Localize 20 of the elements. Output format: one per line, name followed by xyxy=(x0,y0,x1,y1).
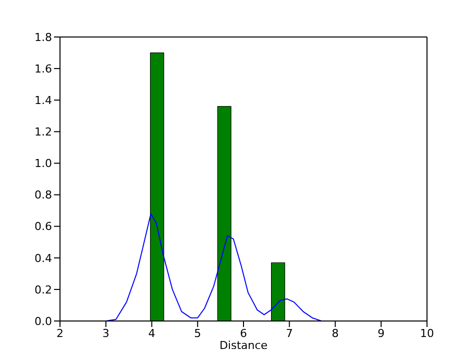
y-tick-label: 1.2 xyxy=(34,126,52,139)
x-tick-label: 5 xyxy=(194,326,202,340)
x-tick-label: 9 xyxy=(378,326,385,340)
y-tick-label: 1.4 xyxy=(34,94,52,108)
y-tick-label: 0.4 xyxy=(34,252,52,265)
x-tick-label: 2 xyxy=(56,326,64,340)
x-tick-label: 6 xyxy=(240,326,247,340)
y-tick-label: 0.6 xyxy=(34,220,52,234)
y-tick-label: 0.2 xyxy=(34,283,52,296)
y-tick-label: 0.0 xyxy=(34,314,52,328)
x-tick-label: 10 xyxy=(420,326,434,340)
y-tick-label: 1.8 xyxy=(34,30,52,44)
x-axis-title: Distance xyxy=(219,339,268,352)
x-tick-label: 7 xyxy=(286,326,293,340)
x-tick-label: 8 xyxy=(332,326,339,340)
x-tick-label: 4 xyxy=(148,326,156,340)
x-tick-label: 3 xyxy=(102,326,110,340)
y-tick-label: 0.8 xyxy=(34,188,52,202)
y-tick-label: 1.6 xyxy=(34,62,52,76)
y-tick-label: 1.0 xyxy=(34,157,52,170)
